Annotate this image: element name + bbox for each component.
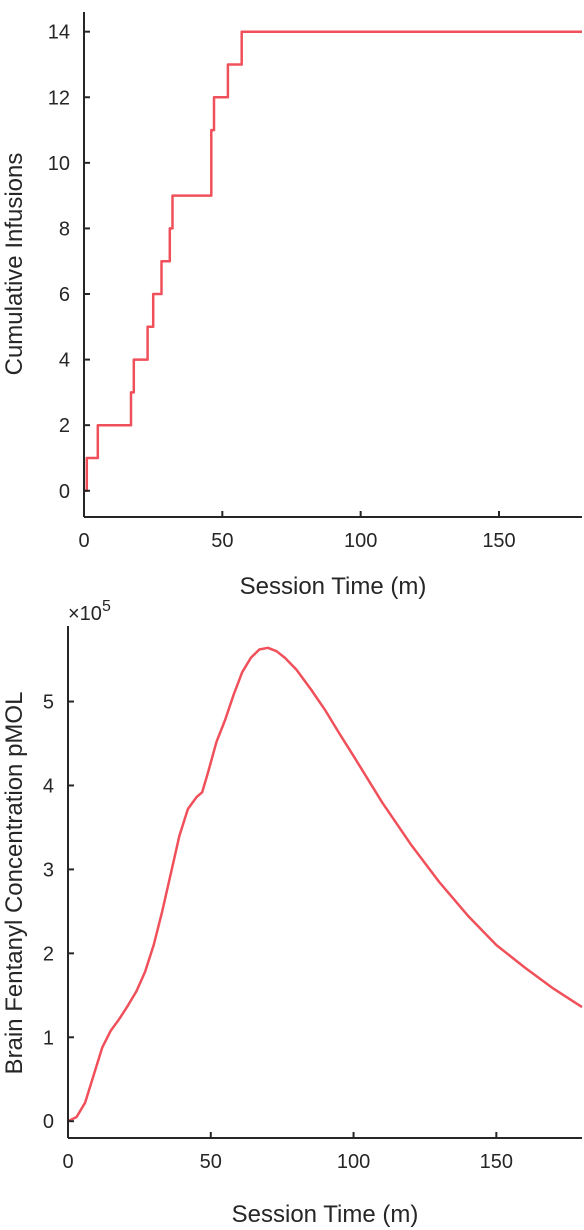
x-tick-label: 100 — [337, 1151, 370, 1173]
y-tick-label: 10 — [48, 153, 70, 175]
chart-cumulative-infusions: 0 50 100 150 0 2 4 6 8 10 12 14 Session Time (m) Cu… — [1, 12, 582, 600]
y-tick-label: 8 — [59, 218, 70, 240]
y-tick-label: 12 — [48, 87, 70, 109]
series-line-0 — [67, 646, 583, 1123]
chart-brain-fentanyl: 0 50 100 150 0 1 2 3 4 5 ×105 Session Time (m) Br… — [1, 598, 583, 1228]
x-axis-title: Session Time (m) — [240, 573, 427, 600]
x-tick-label: 0 — [62, 1151, 73, 1173]
y-tick-label: 0 — [59, 481, 70, 503]
y-exponent-label: ×105 — [68, 598, 111, 625]
y-tick-label: 2 — [59, 415, 70, 437]
x-tick-label: 50 — [200, 1151, 222, 1173]
y-axis-title: Brain Fentanyl Concentration pMOL — [1, 692, 28, 1075]
y-tick-label: 4 — [59, 350, 70, 372]
series-line-0 — [84, 30, 582, 493]
y-tick-label: 2 — [43, 943, 54, 965]
y-tick-label: 0 — [43, 1111, 54, 1133]
y-tick-label: 3 — [43, 859, 54, 881]
y-tick-label: 5 — [43, 692, 54, 714]
y-axis-title: Cumulative Infusions — [1, 153, 28, 376]
y-tick-label: 6 — [59, 284, 70, 306]
y-tick-label: 14 — [48, 22, 70, 44]
x-axis-title: Session Time (m) — [232, 1201, 419, 1228]
x-tick-label: 0 — [78, 530, 89, 552]
x-tick-label: 50 — [211, 530, 233, 552]
y-tick-label: 1 — [43, 1027, 54, 1049]
x-tick-label: 150 — [482, 530, 515, 552]
y-tick-label: 4 — [43, 775, 54, 797]
x-tick-label: 150 — [480, 1151, 513, 1173]
x-tick-label: 100 — [344, 530, 377, 552]
